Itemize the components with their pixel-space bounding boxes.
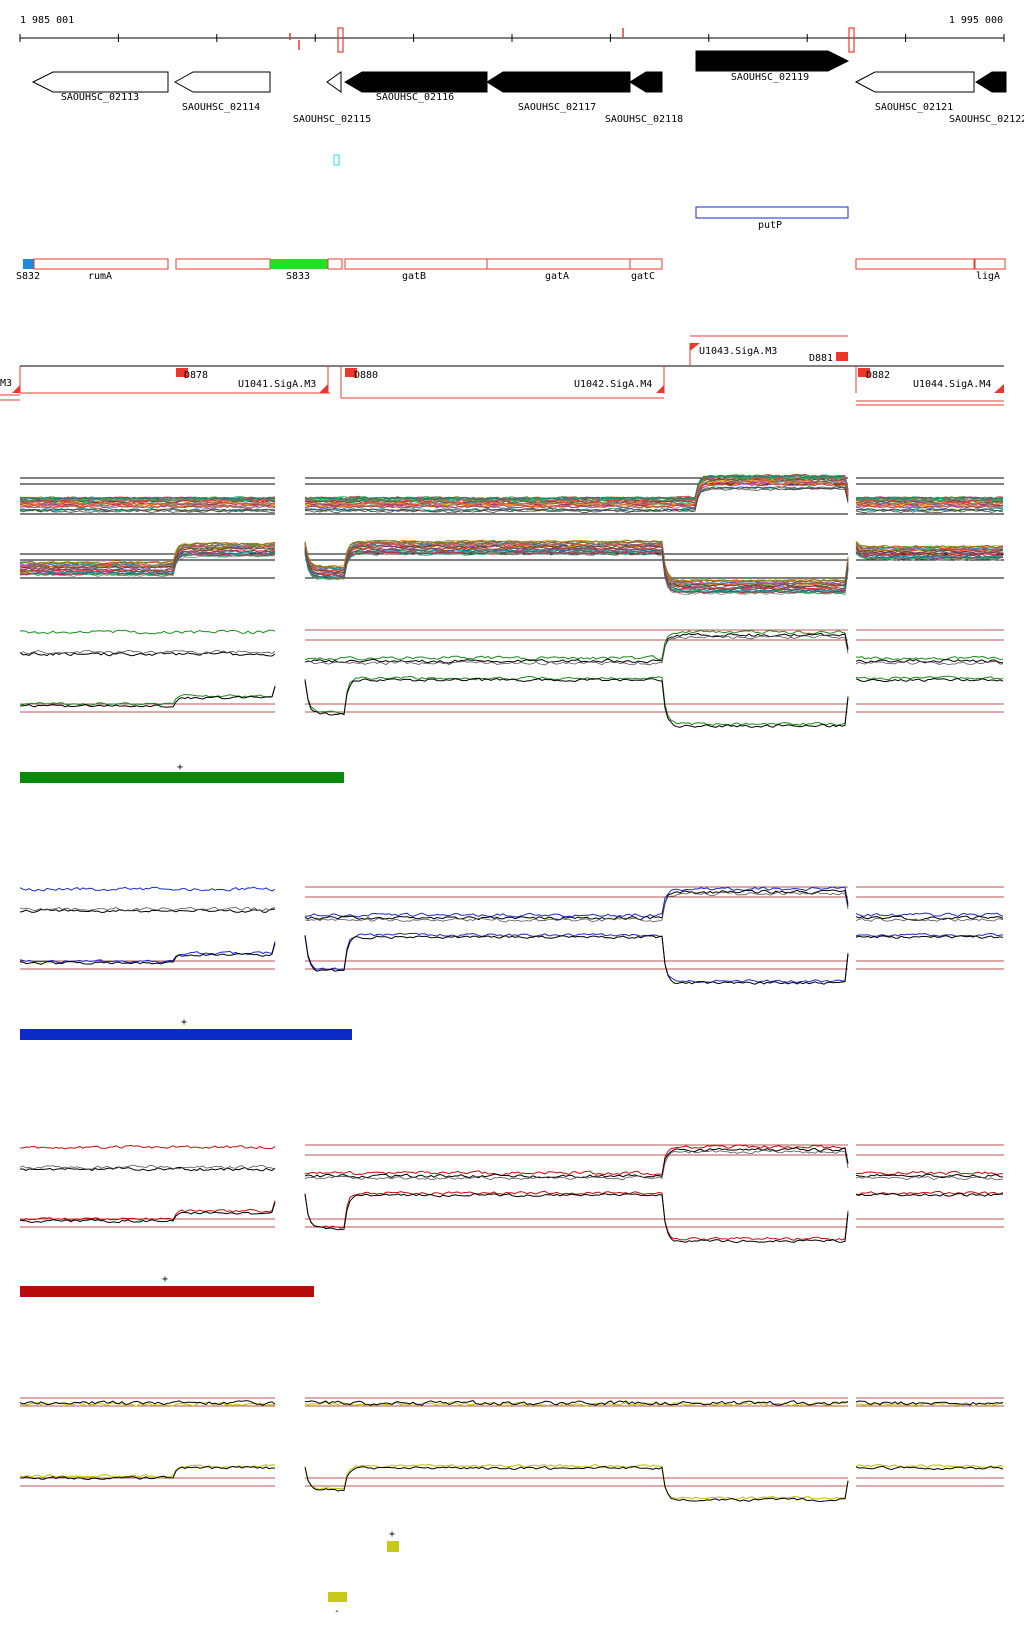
gene-track: SAOUHSC_02113 SAOUHSC_02114 SAOUHSC_0211… [31, 50, 1024, 125]
feature-gatC[interactable] [629, 258, 663, 270]
yellow-condition-bar-bottom[interactable] [328, 1592, 347, 1602]
expression-tracks [19, 473, 1004, 1503]
transcript-U1042[interactable]: U1042.SigA.M4 [574, 379, 652, 390]
gene-label: SAOUHSC_02118 [605, 114, 683, 125]
feature-label-S833: S833 [286, 271, 310, 282]
transcript-D881[interactable]: D881 [809, 353, 833, 364]
green-strand-sign: + [177, 762, 183, 773]
feature-label-gatC: gatC [631, 271, 655, 282]
gene-SAOUHSC_02113[interactable]: SAOUHSC_02113 [31, 71, 169, 103]
coordinate-ruler: 1 985 001 1 995 000 [19, 15, 1005, 53]
gene-label: SAOUHSC_02116 [376, 92, 454, 103]
transcript-U1043[interactable]: U1043.SigA.M3 [699, 346, 777, 357]
yellow-strand-sign-bottom: - [334, 1606, 340, 1617]
minus-feature-track: S832 rumA S833 gatB gatA gatC ligA [16, 258, 1006, 282]
feature-S833-block [270, 259, 328, 269]
feature-label-gatA: gatA [545, 271, 569, 282]
coord-end: 1 995 000 [949, 15, 1003, 26]
blue-strand-sign: + [181, 1017, 187, 1028]
transcript-D880[interactable]: D880 [354, 370, 378, 381]
gene-SAOUHSC_02122[interactable]: SAOUHSC_02122 [949, 71, 1024, 125]
gene-label: SAOUHSC_02113 [61, 92, 139, 103]
feature-label-S832: S832 [16, 271, 40, 282]
feature-putP[interactable]: putP [695, 206, 849, 231]
gene-SAOUHSC_02117[interactable]: SAOUHSC_02117 [486, 71, 631, 113]
gene-label: SAOUHSC_02114 [182, 102, 260, 113]
gene-label: SAOUHSC_02121 [875, 102, 953, 113]
feature-gatB[interactable] [344, 258, 488, 270]
gene-SAOUHSC_02119[interactable]: SAOUHSC_02119 [695, 50, 850, 83]
green-condition-bar[interactable] [20, 772, 344, 783]
gene-SAOUHSC_02121[interactable]: SAOUHSC_02121 [854, 71, 975, 113]
transcript-U1041[interactable]: U1041.SigA.M3 [238, 379, 316, 390]
gene-label: SAOUHSC_02119 [731, 72, 809, 83]
cyan-marker [333, 154, 340, 166]
yellow-condition-bar-top[interactable] [387, 1541, 399, 1552]
feature-label: putP [758, 220, 782, 231]
red-strand-sign: + [162, 1274, 168, 1285]
transcript-D882[interactable]: D882 [866, 370, 890, 381]
gene-label: SAOUHSC_02122 [949, 114, 1024, 125]
feature-label-gatB: gatB [402, 271, 426, 282]
feature-label-rumA: rumA [88, 271, 112, 282]
yellow-strand-sign-top: + [389, 1529, 395, 1540]
gene-label: SAOUHSC_02117 [518, 102, 596, 113]
feature-label-ligA: ligA [976, 271, 1000, 282]
gene-SAOUHSC_02114[interactable]: SAOUHSC_02114 [173, 71, 271, 113]
coord-start: 1 985 001 [20, 15, 74, 26]
feature-rumA[interactable] [33, 258, 169, 270]
feature-ligA[interactable] [974, 258, 1006, 270]
gene-SAOUHSC_02116[interactable]: SAOUHSC_02116 [344, 71, 488, 103]
red-condition-bar[interactable] [20, 1286, 314, 1297]
feature-gatA[interactable] [486, 258, 631, 270]
transcript-track: U1043.SigA.M3 D881 M3 D878 U1041.SigA.M3… [0, 335, 1004, 406]
gene-SAOUHSC_02115[interactable]: SAOUHSC_02115 [293, 71, 371, 125]
gene-label: SAOUHSC_02115 [293, 114, 371, 125]
transcript-U1044[interactable]: U1044.SigA.M4 [913, 379, 991, 390]
blue-condition-bar[interactable] [20, 1029, 352, 1040]
gene-SAOUHSC_02118[interactable]: SAOUHSC_02118 [605, 71, 683, 125]
feature-S832-block [23, 259, 34, 269]
transcript-M3[interactable]: M3 [0, 378, 12, 389]
transcript-D878[interactable]: D878 [184, 370, 208, 381]
condition-bars: + + + + - [20, 762, 399, 1617]
